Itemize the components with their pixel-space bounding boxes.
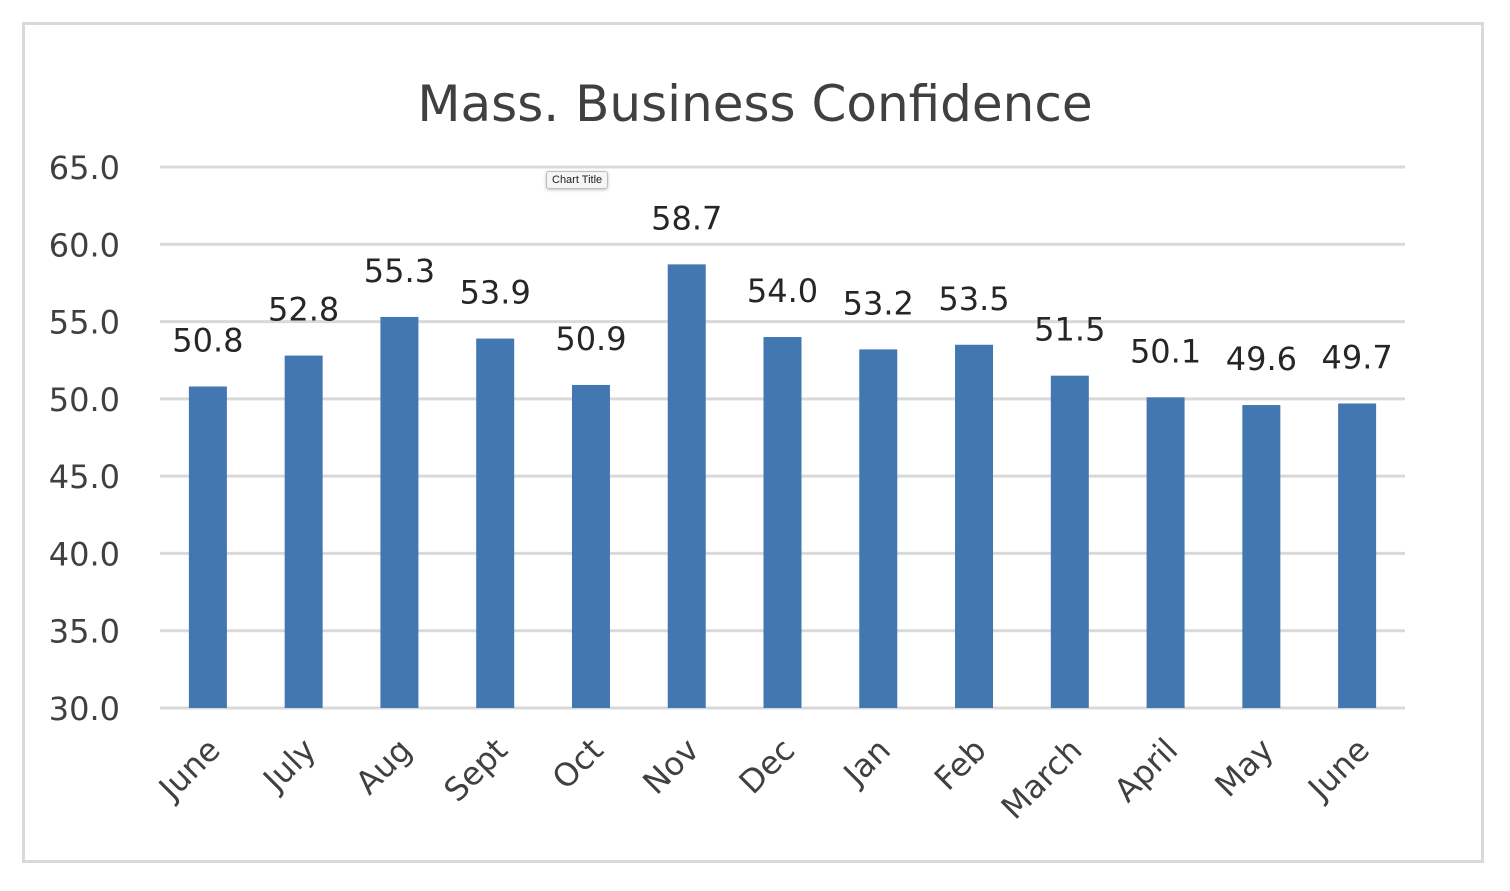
- data-label: 50.1: [1130, 332, 1201, 370]
- x-axis-category-labels: June July Aug Sept Oct Nov Dec Jan Feb March April…: [150, 731, 1377, 827]
- data-label: 53.5: [938, 280, 1009, 318]
- x-category-label: Feb: [927, 731, 994, 798]
- y-tick-label: 60.0: [49, 226, 120, 264]
- y-tick-label: 35.0: [49, 613, 120, 651]
- data-label: 50.8: [172, 321, 243, 359]
- bar[interactable]: [571, 384, 610, 708]
- x-category-label: June: [1299, 731, 1377, 809]
- data-labels: 50.8 52.8 55.3 53.9 50.9 58.7 54.0 53.2 53.5 51.5…: [172, 199, 1392, 378]
- x-category-label: March: [994, 731, 1090, 827]
- y-tick-label: 50.0: [49, 381, 120, 419]
- x-category-label: July: [254, 731, 323, 800]
- bar[interactable]: [859, 349, 898, 708]
- bar[interactable]: [1338, 403, 1377, 708]
- x-category-label: Nov: [635, 731, 706, 802]
- x-category-label: Oct: [545, 731, 611, 797]
- data-label: 49.6: [1226, 340, 1297, 378]
- data-label: 55.3: [364, 252, 435, 290]
- y-tick-label: 45.0: [49, 458, 120, 496]
- bars: [188, 264, 1377, 708]
- x-category-label: May: [1207, 731, 1281, 805]
- bar[interactable]: [1050, 375, 1089, 708]
- x-category-label: Dec: [732, 731, 803, 802]
- bar[interactable]: [667, 264, 706, 708]
- y-tick-label: 55.0: [49, 304, 120, 342]
- bar[interactable]: [188, 386, 227, 708]
- data-label: 54.0: [747, 272, 818, 310]
- bar[interactable]: [1146, 397, 1185, 708]
- chart-area[interactable]: [22, 22, 1484, 863]
- data-label: 58.7: [651, 199, 722, 237]
- chart-title[interactable]: Mass. Business Confidence: [417, 75, 1092, 133]
- bar[interactable]: [380, 316, 419, 708]
- y-axis-tick-labels: 30.0 35.0 40.0 45.0 50.0 55.0 60.0 65.0: [49, 149, 120, 728]
- x-category-label: Sept: [436, 731, 514, 809]
- data-label: 49.7: [1321, 338, 1392, 376]
- x-category-label: Jan: [835, 731, 898, 794]
- data-label: 53.2: [843, 284, 914, 322]
- y-tick-label: 40.0: [49, 535, 120, 573]
- y-tick-label: 30.0: [49, 690, 120, 728]
- bar[interactable]: [955, 344, 994, 708]
- x-category-label: June: [150, 731, 228, 809]
- bar[interactable]: [476, 338, 515, 708]
- data-label: 51.5: [1034, 311, 1105, 349]
- data-label: 50.9: [555, 320, 626, 358]
- data-label: 53.9: [460, 274, 531, 312]
- bar[interactable]: [1242, 405, 1281, 708]
- x-category-label: April: [1107, 731, 1186, 810]
- data-label: 52.8: [268, 291, 339, 329]
- bar[interactable]: [763, 337, 802, 708]
- y-tick-label: 65.0: [49, 149, 120, 187]
- bar[interactable]: [284, 355, 323, 708]
- x-category-label: Aug: [348, 731, 419, 802]
- chart-title-tooltip: Chart Title: [546, 171, 609, 189]
